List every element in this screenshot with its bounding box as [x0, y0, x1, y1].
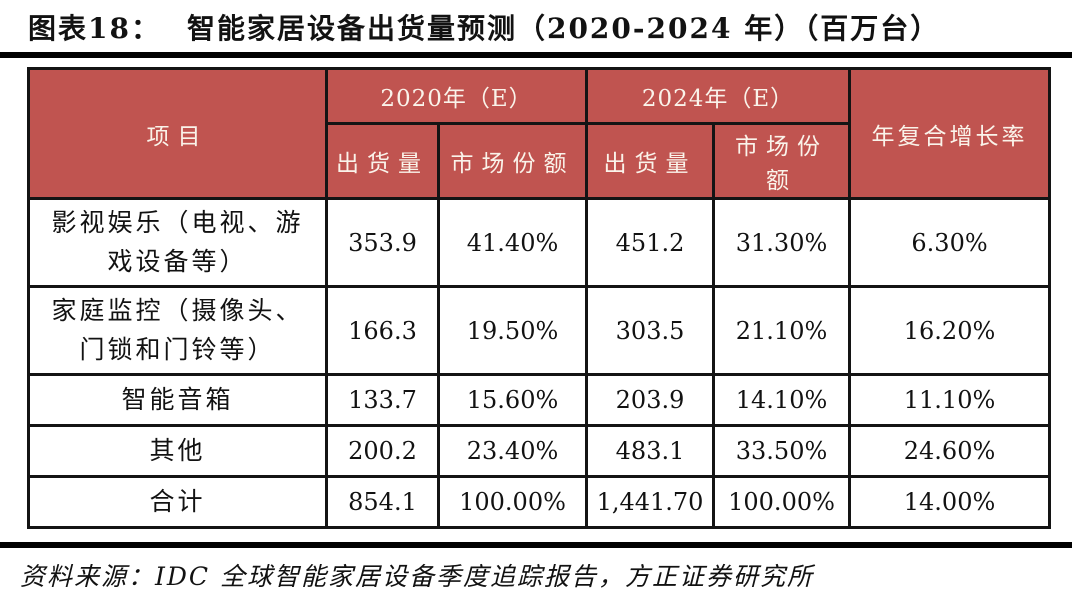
row-item-label: 合计: [27, 475, 328, 529]
table-header-sub-row: 出货量 市场份额 出货量 市场份额: [29, 122, 1050, 200]
col-header-share-2024: 市场份额: [712, 122, 852, 200]
cell-share-2020: 41.40%: [436, 197, 589, 288]
cell-share-2020: 15.60%: [436, 373, 589, 427]
cell-cagr: 11.10%: [848, 373, 1052, 427]
cell-cagr: 24.60%: [848, 424, 1052, 478]
figure-title: 图表18： 智能家居设备出货量预测（2020-2024 年）（百万台）: [0, 0, 1080, 47]
col-header-2020: 2020年（E）: [324, 67, 589, 125]
bottom-divider-rule: [0, 542, 1072, 548]
col-header-cagr: 年复合增长率: [848, 67, 1052, 200]
cell-cagr: 14.00%: [848, 475, 1052, 529]
cell-cagr: 6.30%: [848, 197, 1052, 288]
cell-share-2024: 33.50%: [712, 424, 852, 478]
col-header-shipments-2024: 出货量: [585, 122, 716, 200]
cell-ship-2024: 483.1: [585, 424, 716, 478]
cell-share-2020: 19.50%: [436, 285, 589, 376]
shipment-forecast-table: 项目 2020年（E） 2024年（E） 年复合增长率 出货量 市场份额 出货量…: [27, 67, 1052, 529]
row-item-label: 影视娱乐（电视、游戏设备等）: [27, 197, 328, 288]
row-item-label: 智能音箱: [27, 373, 328, 427]
cell-share-2024: 14.10%: [712, 373, 852, 427]
table-row: 影视娱乐（电视、游戏设备等） 353.9 41.40% 451.2 31.30%…: [27, 197, 1052, 288]
row-item-label: 其他: [27, 424, 328, 478]
cell-ship-2020: 200.2: [325, 424, 440, 478]
cell-ship-2020: 353.9: [325, 197, 440, 288]
cell-ship-2024: 1,441.70: [585, 475, 716, 529]
table-header-group-row: 项目 2020年（E） 2024年（E） 年复合增长率: [27, 67, 1052, 200]
col-header-item: 项目: [27, 67, 328, 200]
title-divider-rule: [0, 52, 1072, 58]
figure-title-text: 智能家居设备出货量预测（2020-2024 年）（百万台）: [186, 12, 941, 45]
col-header-share-2020: 市场份额: [436, 122, 589, 200]
cell-share-2020: 100.00%: [436, 475, 589, 529]
cell-ship-2024: 203.9: [585, 373, 716, 427]
col-header-shipments-2020: 出货量: [325, 122, 440, 200]
cell-ship-2024: 303.5: [585, 285, 716, 376]
cell-ship-2020: 133.7: [325, 373, 440, 427]
table-row-total: 合计 854.1 100.00% 1,441.70 100.00% 14.00%: [27, 475, 1052, 529]
cell-share-2024: 100.00%: [712, 475, 852, 529]
source-note: 资料来源：IDC 全球智能家居设备季度追踪报告，方正证券研究所: [20, 562, 814, 591]
cell-ship-2024: 451.2: [585, 197, 716, 288]
cell-share-2020: 23.40%: [436, 424, 589, 478]
table-row: 其他 200.2 23.40% 483.1 33.50% 24.60%: [27, 424, 1052, 478]
table-row: 智能音箱 133.7 15.60% 203.9 14.10% 11.10%: [27, 373, 1052, 427]
cell-ship-2020: 854.1: [325, 475, 440, 529]
cell-ship-2020: 166.3: [325, 285, 440, 376]
cell-share-2024: 21.10%: [712, 285, 852, 376]
cell-cagr: 16.20%: [848, 285, 1052, 376]
row-item-label: 家庭监控（摄像头、门锁和门铃等）: [27, 285, 328, 376]
figure-number-label: 图表18：: [28, 12, 161, 45]
cell-share-2024: 31.30%: [712, 197, 852, 288]
col-header-2024: 2024年（E）: [585, 67, 852, 125]
table-row: 家庭监控（摄像头、门锁和门铃等） 166.3 19.50% 303.5 21.1…: [27, 285, 1052, 376]
